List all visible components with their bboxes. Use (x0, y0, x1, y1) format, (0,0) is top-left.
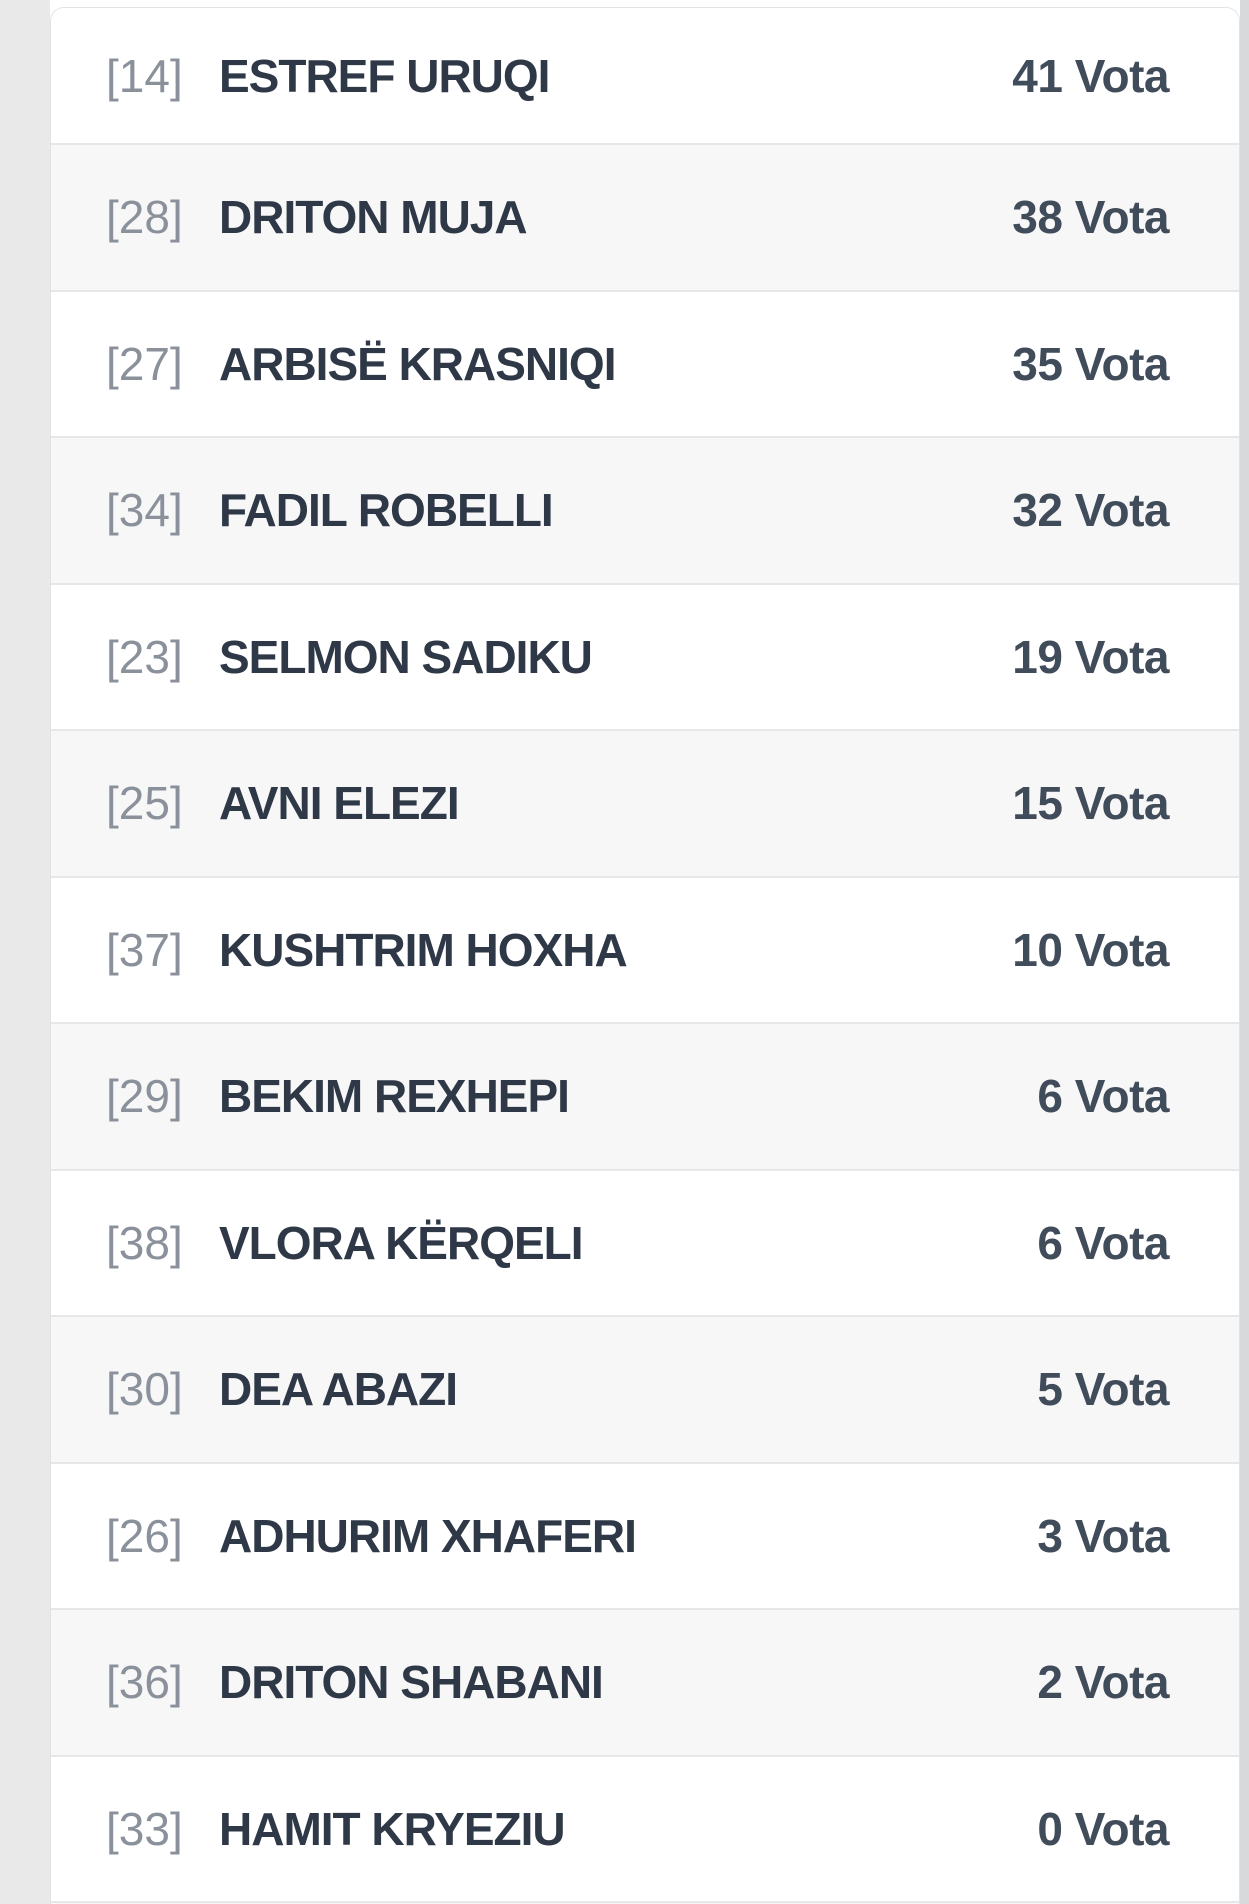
candidate-name: BEKIM REXHEPI (219, 1070, 570, 1123)
candidate-name: ARBISË KRASNIQI (219, 337, 616, 390)
candidate-row: [23] SELMON SADIKU 19 Vota (51, 584, 1239, 731)
candidate-row: [34] FADIL ROBELLI 32 Vota (51, 438, 1239, 585)
candidate-vote-count: 15 Vota (1012, 777, 1169, 830)
candidate-ballot-number: [14] (106, 49, 183, 102)
candidate-name: DRITON MUJA (219, 191, 528, 244)
candidate-ballot-number: [29] (106, 1070, 183, 1123)
candidate-vote-count: 38 Vota (1012, 191, 1169, 244)
candidate-row: [14] ESTREF URUQI 41 Vota (51, 8, 1239, 145)
scrollbar-track[interactable] (1240, 0, 1249, 1904)
candidate-vote-count: 3 Vota (1037, 1509, 1169, 1562)
candidate-name: ADHURIM XHAFERI (219, 1509, 637, 1562)
candidate-vote-count: 35 Vota (1012, 337, 1169, 390)
candidate-results-list: [14] ESTREF URUQI 41 Vota [28] DRITON MU… (50, 7, 1240, 1904)
candidate-ballot-number: [34] (106, 484, 183, 537)
candidate-row: [36] DRITON SHABANI 2 Vota (51, 1610, 1239, 1757)
candidate-row: [27] ARBISË KRASNIQI 35 Vota (51, 291, 1239, 438)
candidate-row: [26] ADHURIM XHAFERI 3 Vota (51, 1463, 1239, 1610)
candidate-vote-count: 10 Vota (1012, 923, 1169, 976)
candidate-vote-count: 5 Vota (1037, 1363, 1169, 1416)
candidate-ballot-number: [26] (106, 1509, 183, 1562)
candidate-row: [30] DEA ABAZI 5 Vota (51, 1317, 1239, 1464)
candidate-vote-count: 2 Vota (1037, 1656, 1169, 1709)
candidate-ballot-number: [23] (106, 630, 183, 683)
candidate-vote-count: 19 Vota (1012, 630, 1169, 683)
candidate-name: FADIL ROBELLI (219, 484, 554, 537)
candidate-ballot-number: [38] (106, 1216, 183, 1269)
candidate-vote-count: 41 Vota (1012, 49, 1169, 102)
candidate-name: ESTREF URUQI (219, 49, 550, 102)
candidate-ballot-number: [28] (106, 191, 183, 244)
candidate-ballot-number: [33] (106, 1802, 183, 1855)
candidate-row: [28] DRITON MUJA 38 Vota (51, 145, 1239, 292)
candidate-name: HAMIT KRYEZIU (219, 1802, 566, 1855)
candidate-ballot-number: [27] (106, 337, 183, 390)
candidate-name: DEA ABAZI (219, 1363, 458, 1416)
candidate-row: [29] BEKIM REXHEPI 6 Vota (51, 1024, 1239, 1171)
candidate-ballot-number: [25] (106, 777, 183, 830)
candidate-vote-count: 32 Vota (1012, 484, 1169, 537)
left-gutter (0, 0, 50, 1904)
candidate-ballot-number: [30] (106, 1363, 183, 1416)
candidate-ballot-number: [37] (106, 923, 183, 976)
candidate-row: [25] AVNI ELEZI 15 Vota (51, 731, 1239, 878)
candidate-vote-count: 6 Vota (1037, 1216, 1169, 1269)
candidate-row: [37] KUSHTRIM HOXHA 10 Vota (51, 877, 1239, 1024)
candidate-ballot-number: [36] (106, 1656, 183, 1709)
candidate-name: VLORA KËRQELI (219, 1216, 584, 1269)
candidate-name: SELMON SADIKU (219, 630, 593, 683)
candidate-vote-count: 0 Vota (1037, 1802, 1169, 1855)
candidate-name: AVNI ELEZI (219, 777, 460, 830)
candidate-row: [38] VLORA KËRQELI 6 Vota (51, 1170, 1239, 1317)
candidate-row: [33] HAMIT KRYEZIU 0 Vota (51, 1756, 1239, 1903)
candidate-name: KUSHTRIM HOXHA (219, 923, 628, 976)
candidate-name: DRITON SHABANI (219, 1656, 604, 1709)
candidate-vote-count: 6 Vota (1037, 1070, 1169, 1123)
